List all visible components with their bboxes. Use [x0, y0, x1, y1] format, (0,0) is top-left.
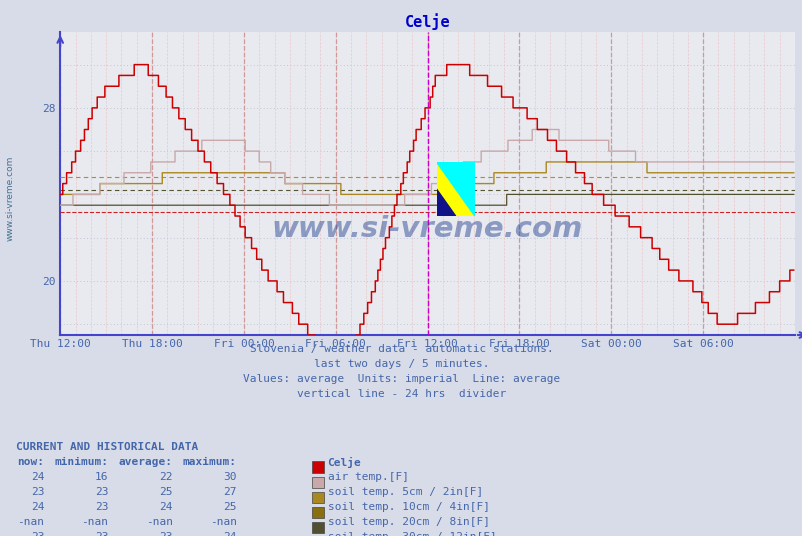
Text: Celje: Celje — [327, 457, 361, 468]
Text: average:: average: — [119, 457, 172, 467]
Text: 30: 30 — [223, 472, 237, 482]
Text: -nan: -nan — [81, 517, 108, 527]
Text: 24: 24 — [30, 502, 44, 512]
Text: maximum:: maximum: — [183, 457, 237, 467]
Text: 23: 23 — [30, 487, 44, 497]
Text: CURRENT AND HISTORICAL DATA: CURRENT AND HISTORICAL DATA — [16, 442, 198, 452]
Text: 23: 23 — [95, 487, 108, 497]
Text: 16: 16 — [95, 472, 108, 482]
Text: www.si-vreme.com: www.si-vreme.com — [272, 215, 582, 243]
Polygon shape — [436, 162, 474, 216]
Polygon shape — [436, 189, 455, 216]
Text: air temp.[F]: air temp.[F] — [327, 472, 408, 482]
Text: www.si-vreme.com: www.si-vreme.com — [6, 155, 15, 241]
Text: -nan: -nan — [17, 517, 44, 527]
Text: last two days / 5 minutes.: last two days / 5 minutes. — [314, 359, 488, 369]
Text: -nan: -nan — [145, 517, 172, 527]
Text: 27: 27 — [223, 487, 237, 497]
Text: 23: 23 — [95, 502, 108, 512]
Text: vertical line - 24 hrs  divider: vertical line - 24 hrs divider — [297, 389, 505, 399]
Text: Values: average  Units: imperial  Line: average: Values: average Units: imperial Line: av… — [242, 374, 560, 384]
Text: soil temp. 5cm / 2in[F]: soil temp. 5cm / 2in[F] — [327, 487, 482, 497]
Text: soil temp. 10cm / 4in[F]: soil temp. 10cm / 4in[F] — [327, 502, 489, 512]
Text: 23: 23 — [95, 532, 108, 536]
Text: now:: now: — [17, 457, 44, 467]
Title: Celje: Celje — [404, 13, 450, 29]
Text: 24: 24 — [30, 472, 44, 482]
Text: 24: 24 — [223, 532, 237, 536]
Text: 25: 25 — [223, 502, 237, 512]
Text: minimum:: minimum: — [55, 457, 108, 467]
Text: 25: 25 — [159, 487, 172, 497]
Text: Slovenia / weather data - automatic stations.: Slovenia / weather data - automatic stat… — [249, 344, 553, 354]
Text: 23: 23 — [159, 532, 172, 536]
Text: soil temp. 30cm / 12in[F]: soil temp. 30cm / 12in[F] — [327, 532, 496, 536]
Text: 24: 24 — [159, 502, 172, 512]
Polygon shape — [436, 162, 474, 216]
Text: soil temp. 20cm / 8in[F]: soil temp. 20cm / 8in[F] — [327, 517, 489, 527]
Text: 23: 23 — [30, 532, 44, 536]
Text: 22: 22 — [159, 472, 172, 482]
Text: -nan: -nan — [209, 517, 237, 527]
